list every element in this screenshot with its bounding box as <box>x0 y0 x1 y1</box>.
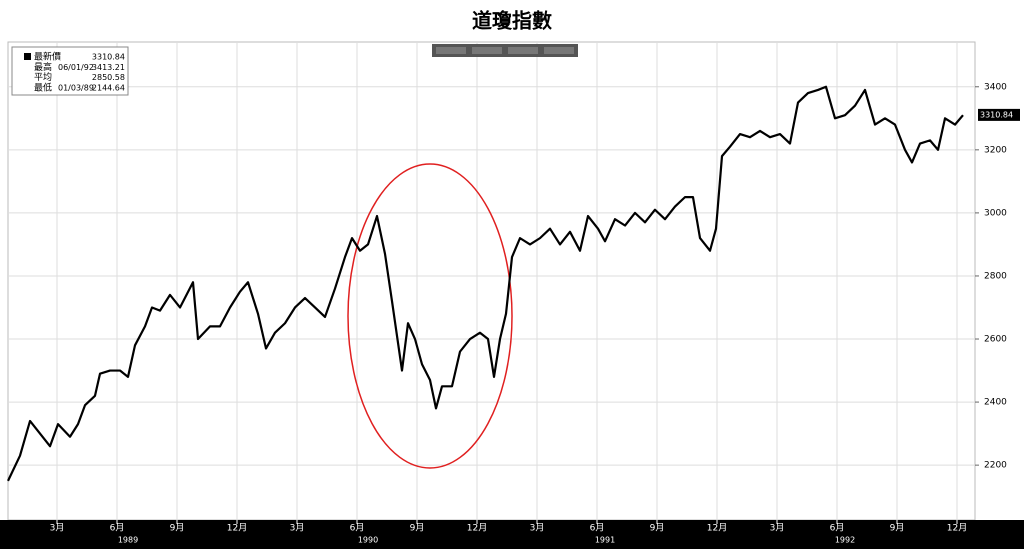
toolbar-button[interactable] <box>508 47 538 54</box>
x-tick-label: 9月 <box>170 523 185 534</box>
y-tick-label: 2800 <box>984 271 1007 281</box>
legend-label: 最高 <box>34 61 52 73</box>
x-tick-label: 6月 <box>590 523 605 534</box>
x-tick-label: 3月 <box>770 523 785 534</box>
toolbar <box>432 44 578 57</box>
highlight-ellipse <box>347 163 513 469</box>
x-tick-label: 9月 <box>650 523 665 534</box>
y-tick-label: 2200 <box>984 461 1007 471</box>
legend-value: 3310.84 <box>92 53 125 62</box>
plot-area <box>7 41 976 521</box>
x-tick-label: 12月 <box>467 523 487 534</box>
x-tick-label: 3月 <box>530 523 545 534</box>
x-axis-band <box>0 520 1024 549</box>
toolbar-button[interactable] <box>472 47 502 54</box>
x-tick-label: 3月 <box>290 523 305 534</box>
x-tick-label: 9月 <box>890 523 905 534</box>
legend-swatch <box>24 53 31 60</box>
x-tick-label: 6月 <box>830 523 845 534</box>
x-tick-label: 12月 <box>947 523 967 534</box>
y-tick-label: 3400 <box>984 82 1007 92</box>
toolbar-button[interactable] <box>544 47 574 54</box>
legend-date: 06/01/92 <box>58 63 94 72</box>
year-label: 1990 <box>358 536 378 545</box>
x-tick-label: 12月 <box>227 523 247 534</box>
last-value-label: 3310.84 <box>980 110 1013 119</box>
year-label: 1992 <box>835 536 855 545</box>
year-label: 1991 <box>595 536 615 545</box>
year-label: 1989 <box>118 536 138 545</box>
y-tick-label: 2400 <box>984 398 1007 408</box>
x-tick-label: 6月 <box>110 523 125 534</box>
y-tick-label: 3000 <box>984 208 1007 218</box>
x-tick-label: 9月 <box>410 523 425 534</box>
legend-date: 01/03/89 <box>58 83 94 92</box>
y-tick-label: 3200 <box>984 145 1007 155</box>
chart-title: 道瓊指數 <box>472 9 552 33</box>
legend-box <box>11 46 129 96</box>
toolbar-button[interactable] <box>436 47 466 54</box>
price-line <box>7 85 964 482</box>
legend-label: 最新價 <box>34 51 61 63</box>
toolbar-bg <box>432 44 578 57</box>
legend-value: 3413.21 <box>92 63 125 72</box>
legend-value: 2144.64 <box>92 83 125 92</box>
legend-label: 平均 <box>34 71 52 83</box>
legend-label: 最低 <box>34 81 52 93</box>
x-tick-label: 12月 <box>707 523 727 534</box>
x-tick-label: 3月 <box>50 523 65 534</box>
x-tick-label: 6月 <box>350 523 365 534</box>
legend-value: 2850.58 <box>92 73 125 82</box>
last-value-tag <box>978 108 1020 121</box>
y-tick-label: 2600 <box>984 335 1007 345</box>
